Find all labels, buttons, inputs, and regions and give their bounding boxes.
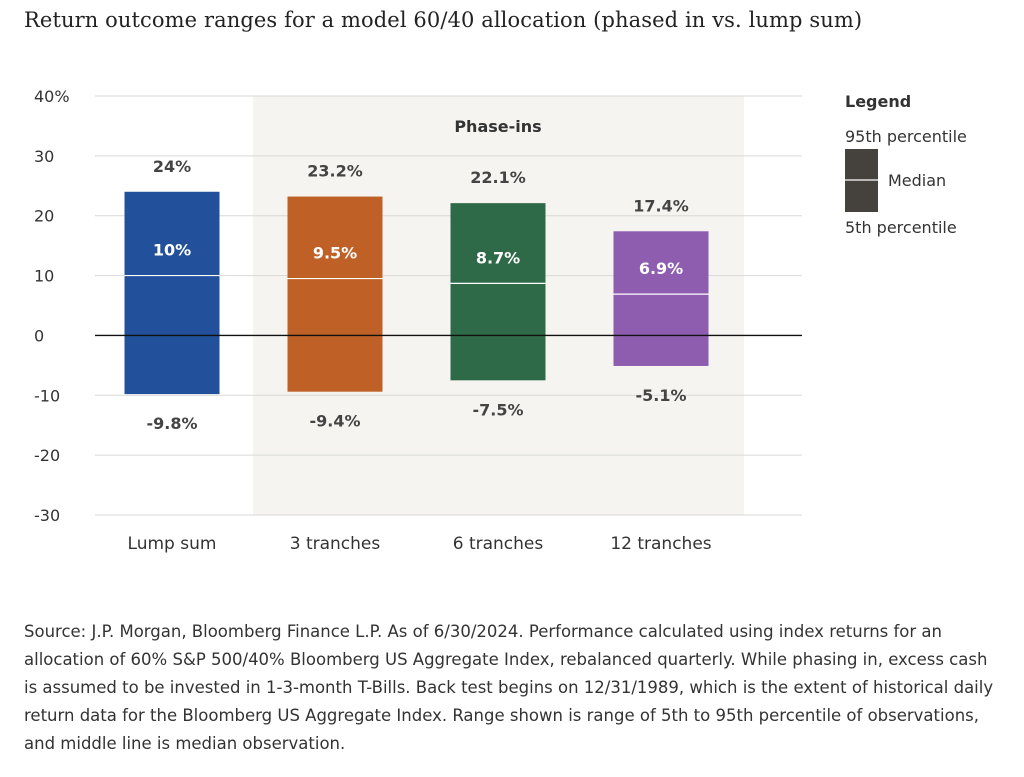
y-tick-label: 30: [34, 147, 54, 166]
p95-label: 17.4%: [633, 196, 689, 215]
range-bar: [450, 203, 546, 381]
p5-label: -9.8%: [146, 414, 197, 433]
legend-95th-label: 95th percentile: [845, 127, 967, 146]
x-category-label: Lump sum: [128, 534, 217, 554]
y-tick-label: -10: [34, 386, 60, 405]
y-tick-label: -30: [34, 506, 60, 525]
y-tick-label: 40%: [34, 87, 70, 106]
legend-5th-label: 5th percentile: [845, 218, 957, 237]
legend-median-label: Median: [888, 171, 946, 190]
median-label: 10%: [153, 241, 191, 260]
range-bar: [124, 191, 220, 395]
y-tick-label: 10: [34, 267, 54, 286]
source-note: Source: J.P. Morgan, Bloomberg Finance L…: [24, 622, 994, 753]
range-bar-chart: Phase-ins 40% 30 20 10 0 -10 -20 -30 24% 10% -9.8% L…: [34, 87, 967, 554]
legend-title: Legend: [845, 92, 911, 111]
y-tick-label: 0: [34, 326, 44, 345]
x-category-label: 12 tranches: [610, 534, 711, 554]
median-label: 6.9%: [639, 259, 683, 278]
p95-label: 22.1%: [470, 168, 526, 187]
x-category-label: 6 tranches: [453, 534, 544, 554]
chart-title: Return outcome ranges for a model 60/40 …: [24, 8, 863, 32]
p95-label: 23.2%: [307, 162, 363, 181]
x-category-label: 3 tranches: [290, 534, 381, 554]
p95-label: 24%: [153, 157, 191, 176]
median-label: 8.7%: [476, 248, 520, 267]
median-label: 9.5%: [313, 244, 357, 263]
p5-label: -5.1%: [635, 386, 686, 405]
phase-ins-label: Phase-ins: [454, 117, 541, 136]
y-tick-label: 20: [34, 207, 54, 226]
p5-label: -9.4%: [309, 412, 360, 431]
y-tick-label: -20: [34, 446, 60, 465]
range-bar: [287, 196, 383, 392]
range-bar: [613, 231, 709, 366]
p5-label: -7.5%: [472, 400, 523, 419]
